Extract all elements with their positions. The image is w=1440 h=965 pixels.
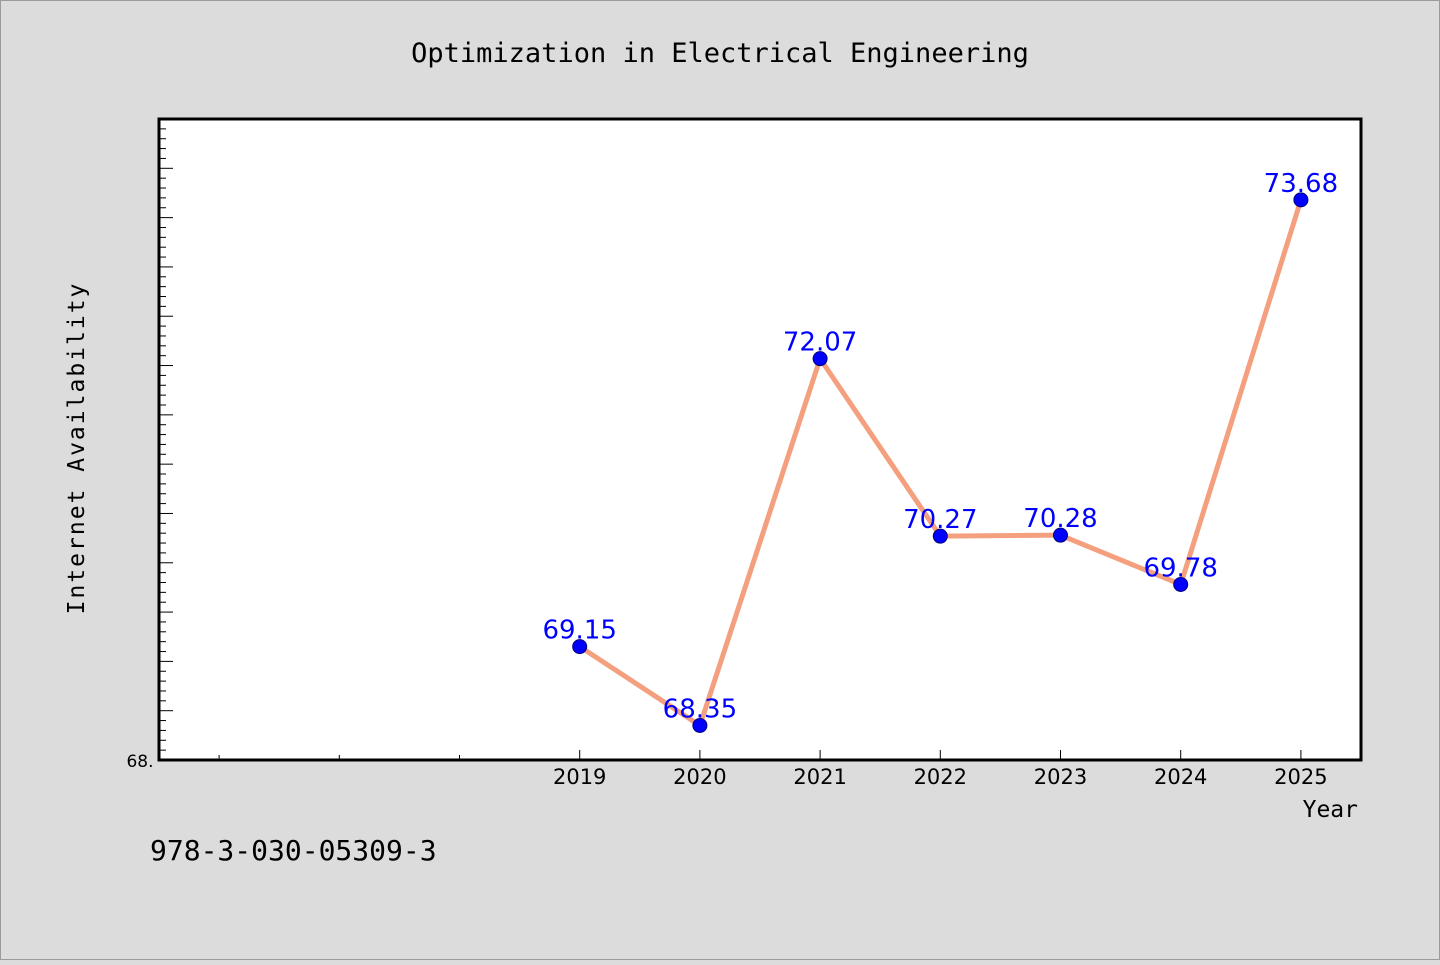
x-axis-ticks bbox=[218, 750, 1302, 760]
data-label: 70.27 bbox=[903, 505, 977, 535]
x-tick-label: 2022 bbox=[914, 765, 967, 789]
plot-area bbox=[157, 117, 1363, 762]
y-tick-label: 68. bbox=[126, 752, 153, 772]
x-tick-label: 2024 bbox=[1154, 765, 1207, 789]
chart-title: Optimization in Electrical Engineering bbox=[411, 38, 1029, 69]
data-point bbox=[932, 528, 948, 544]
data-label: 69.15 bbox=[542, 616, 616, 646]
y-axis-ticks bbox=[159, 128, 173, 751]
x-tick-label: 2020 bbox=[673, 765, 726, 789]
data-series: 69.15 68.35 72.07 70.27 70.28 69.78 73.68 bbox=[542, 169, 1338, 733]
x-axis-label: Year bbox=[1303, 797, 1358, 823]
data-label: 72.07 bbox=[783, 328, 857, 358]
x-tick-label: 2025 bbox=[1274, 765, 1327, 789]
x-tick-labels: 2019 2020 2021 2022 2023 2024 2025 bbox=[553, 765, 1328, 789]
data-point bbox=[812, 351, 828, 367]
x-tick-label: 2021 bbox=[793, 765, 846, 789]
data-label: 68.35 bbox=[663, 694, 737, 724]
data-point bbox=[692, 717, 708, 733]
data-label: 69.78 bbox=[1143, 553, 1217, 583]
data-point bbox=[572, 639, 588, 655]
data-point bbox=[1173, 576, 1189, 592]
x-tick-label: 2023 bbox=[1034, 765, 1087, 789]
y-axis-label: Internet Availability bbox=[64, 282, 90, 615]
data-point bbox=[1293, 192, 1309, 208]
x-tick-label: 2019 bbox=[553, 765, 606, 789]
data-label: 70.28 bbox=[1023, 504, 1097, 534]
data-label: 73.68 bbox=[1264, 169, 1338, 199]
data-point bbox=[1053, 527, 1068, 543]
footer-serial: 978-3-030-05309-3 bbox=[150, 834, 437, 867]
